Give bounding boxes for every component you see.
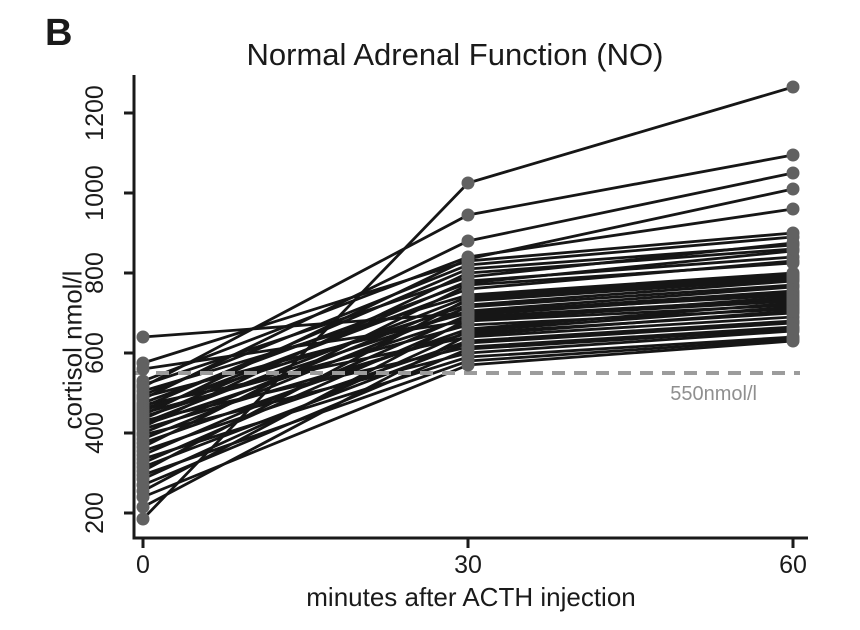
x-ticks: 0 30 60 [136,538,807,579]
x-axis: 0 30 60 [132,536,808,579]
data-point [786,270,800,284]
y-tick-label: 800 [81,252,109,294]
data-point [461,252,475,266]
data-point [786,322,800,336]
x-tick-label: 0 [136,551,150,579]
data-point [136,512,150,526]
data-point [786,202,800,216]
y-axis: 200 400 600 800 1000 1200 [81,75,136,539]
data-point [786,294,800,308]
data-point [461,328,475,342]
data-point [136,362,150,376]
data-point [786,182,800,196]
data-point [461,358,475,372]
data-point [461,342,475,356]
data-point [786,242,800,256]
data-point [461,278,475,292]
panel-label: B [45,12,73,54]
y-axis-label: cortisol nmol/l [57,270,88,430]
data-point [136,500,150,514]
y-tick-label: 1200 [81,85,109,141]
data-point [461,266,475,280]
y-tick-label: 1000 [81,165,109,221]
data-point [461,176,475,190]
y-tick-label: 200 [81,492,109,534]
y-ticks: 200 400 600 800 1000 1200 [81,85,134,534]
x-tick-label: 60 [779,551,807,579]
series-markers [136,80,800,526]
chart-title: Normal Adrenal Function (NO) [246,37,664,72]
data-point [786,334,800,348]
data-point [786,256,800,270]
y-tick-label: 600 [81,332,109,374]
data-point [136,330,150,344]
data-point [786,80,800,94]
x-tick-label: 30 [454,551,482,579]
x-axis-label: minutes after ACTH injection [306,582,636,612]
data-point [461,292,475,306]
data-point [461,312,475,326]
reference-line-label: 550nmol/l [670,383,757,405]
data-point [136,490,150,504]
y-tick-label: 400 [81,412,109,454]
data-point [786,166,800,180]
data-point [461,208,475,222]
data-point [786,304,800,318]
data-point [461,234,475,248]
data-point [786,148,800,162]
